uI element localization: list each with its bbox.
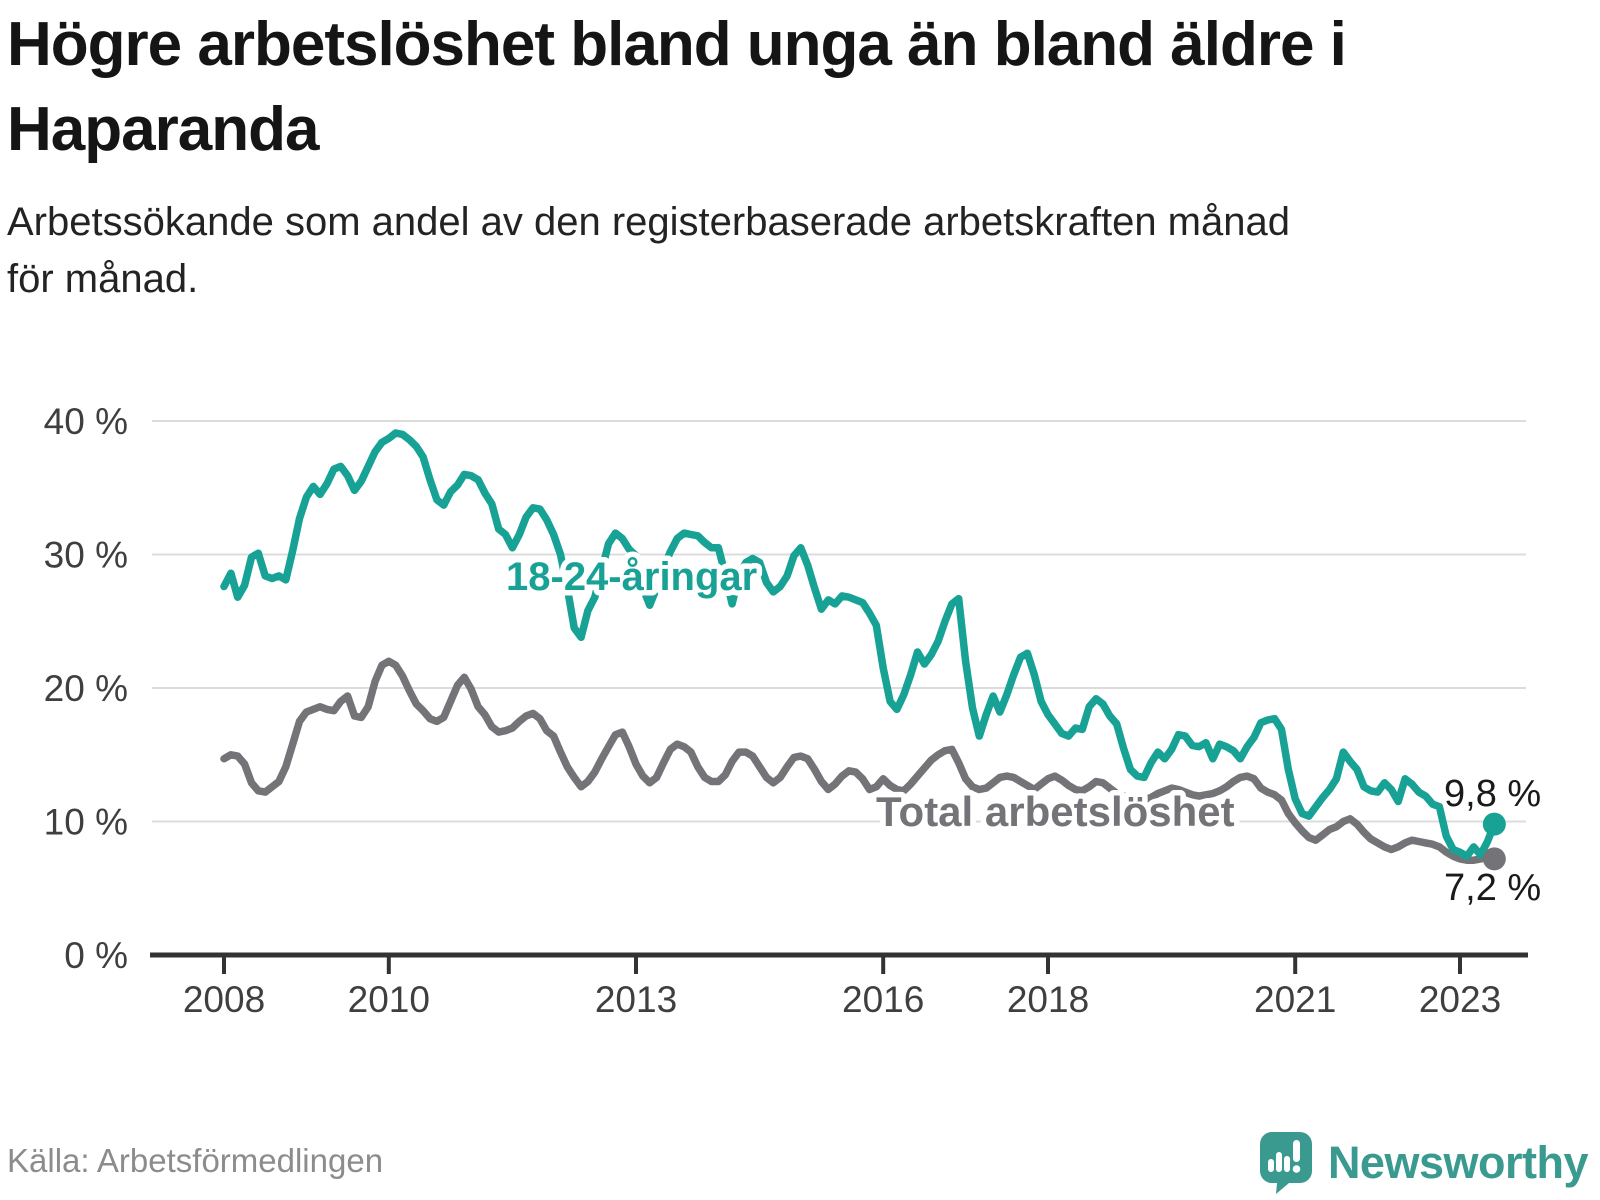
series-line-total bbox=[220, 657, 1499, 864]
page-subtitle-line-2: för månad. bbox=[7, 257, 199, 301]
newsworthy-wordmark: Newsworthy bbox=[1327, 1137, 1589, 1188]
series-end-dot-total bbox=[1482, 847, 1506, 871]
y-axis-label-20: 20 % bbox=[44, 668, 128, 709]
y-axis-label-40: 40 % bbox=[44, 401, 128, 442]
y-axis-label-0: 0 % bbox=[64, 935, 128, 976]
newsworthy-logo-icon bbox=[1259, 1132, 1312, 1194]
series-label-youth: 18-24-åringar bbox=[506, 555, 757, 599]
gridlines-layer: 0 % 10 % 20 % 30 % 40 % bbox=[44, 401, 1526, 976]
x-axis-label-2016: 2016 bbox=[842, 979, 924, 1020]
series-end-value-total: 7,2 % bbox=[1444, 867, 1541, 909]
page-title-line-2: Haparanda bbox=[7, 95, 319, 164]
page-subtitle: Arbetssökande som andel av den registerb… bbox=[7, 194, 1597, 308]
x-axis-layer: 2008 2010 2013 2016 2018 2021 2023 bbox=[150, 952, 1528, 1020]
chart-labels-layer: 18-24-åringar 9,8 % Total arbetslöshet 7,2 … bbox=[501, 550, 1542, 910]
page-title: Högre arbetslöshet bland unga än bland ä… bbox=[7, 2, 1597, 172]
x-axis-label-2010: 2010 bbox=[348, 979, 430, 1020]
y-axis-label-30: 30 % bbox=[44, 535, 128, 576]
page-title-line-1: Högre arbetslöshet bland unga än bland ä… bbox=[7, 10, 1347, 79]
x-axis-label-2021: 2021 bbox=[1254, 979, 1336, 1020]
newsworthy-brand: Newsworthy bbox=[1259, 1130, 1589, 1196]
series-line-youth bbox=[220, 429, 1499, 860]
series-lines-layer bbox=[220, 429, 1499, 864]
x-axis-label-2008: 2008 bbox=[183, 979, 265, 1020]
x-axis-label-2023: 2023 bbox=[1419, 979, 1501, 1020]
y-axis-label-10: 10 % bbox=[44, 802, 128, 843]
x-axis-label-2013: 2013 bbox=[595, 979, 677, 1020]
series-end-value-youth: 9,8 % bbox=[1444, 773, 1541, 815]
series-end-dot-youth bbox=[1482, 812, 1506, 836]
series-label-total: Total arbetslöshet bbox=[876, 788, 1235, 835]
page-subtitle-line-1: Arbetssökande som andel av den registerb… bbox=[7, 200, 1290, 244]
x-axis-label-2018: 2018 bbox=[1007, 979, 1089, 1020]
source-note: Källa: Arbetsförmedlingen bbox=[7, 1142, 384, 1179]
